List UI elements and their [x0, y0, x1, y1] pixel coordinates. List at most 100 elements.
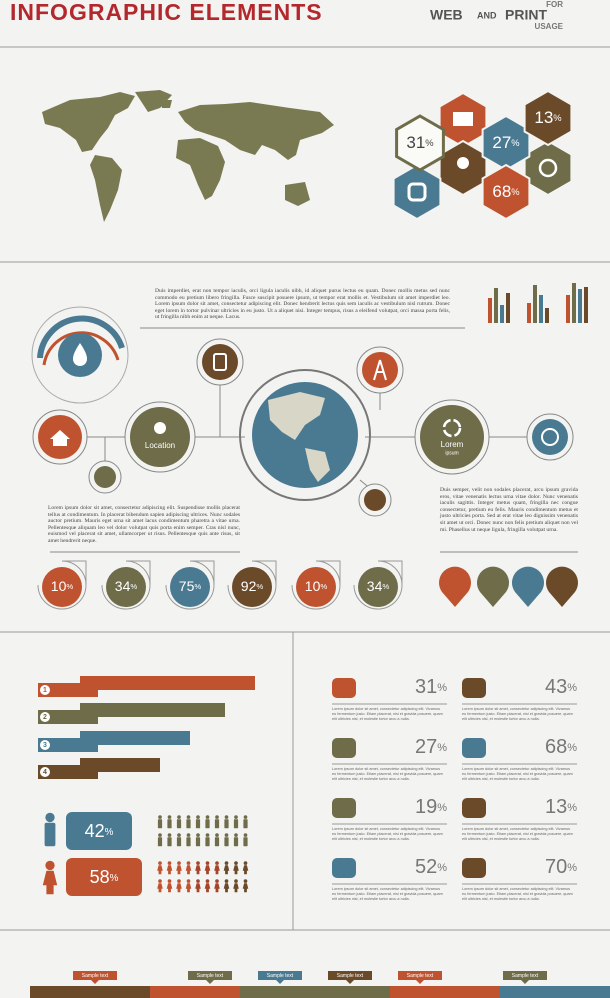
- stat-icon: [462, 678, 486, 698]
- body: [176, 883, 182, 893]
- drop-value: 34%: [115, 578, 138, 594]
- deco-bar: [545, 308, 549, 323]
- unit: %: [320, 582, 327, 591]
- head: [177, 833, 181, 837]
- body: [157, 865, 163, 875]
- stat-text: Lorem ipsum dolor sit amet, consectetur …: [332, 887, 443, 901]
- unit: %: [567, 802, 577, 814]
- drop-value: 34%: [367, 578, 390, 594]
- unit: %: [256, 582, 263, 591]
- timeline-label: Sample text: [512, 973, 539, 979]
- stat-text: Lorem ipsum dolor sit amet, consectetur …: [332, 827, 443, 841]
- stat-icon: [462, 858, 486, 878]
- timeline-pointer: [346, 980, 354, 984]
- head: [243, 879, 248, 883]
- rank-bar: [80, 703, 225, 717]
- body: [204, 865, 211, 875]
- deco-bar: [584, 287, 588, 323]
- number: 34: [115, 578, 131, 594]
- timeline-pointer: [276, 980, 284, 984]
- body: [157, 819, 163, 829]
- number: 31: [406, 133, 425, 152]
- unit: %: [194, 582, 201, 591]
- body: [233, 837, 239, 847]
- deco-bar: [566, 295, 570, 323]
- drop-value: 10%: [305, 578, 328, 594]
- deco-bar: [539, 295, 543, 323]
- unit: %: [567, 742, 577, 754]
- drop: [170, 567, 210, 607]
- head: [243, 861, 248, 865]
- stat-icon: [332, 738, 356, 758]
- stat-value: 68%: [545, 736, 577, 758]
- body: [243, 837, 248, 847]
- timeline-bar-d: [390, 986, 500, 998]
- drop: [296, 567, 336, 607]
- timeline-tab: [188, 971, 232, 980]
- timeline-label: Sample text: [337, 973, 364, 979]
- and: AND: [477, 10, 497, 20]
- drop-frame: [165, 560, 215, 610]
- hexagon: [481, 163, 531, 221]
- paragraph-right: Duis semper, velit non sodales placerat,…: [440, 487, 578, 533]
- rank-number: 3: [43, 742, 47, 749]
- drop-frame: [37, 560, 87, 610]
- drop: [42, 567, 82, 607]
- head: [186, 879, 191, 883]
- head: [215, 879, 219, 883]
- number: 92: [241, 578, 257, 594]
- deco-bar: [578, 289, 582, 323]
- node: [130, 407, 190, 467]
- head: [205, 861, 210, 865]
- stat-text: Lorem ipsum dolor sit amet, consectetur …: [462, 767, 573, 781]
- head: [215, 833, 219, 837]
- deco-bar: [500, 305, 504, 323]
- head: [167, 833, 172, 837]
- timeline-pointer: [521, 980, 529, 984]
- timeline-bar-a: [30, 986, 150, 998]
- rank-number: 2: [43, 714, 47, 721]
- timeline-pointer: [91, 980, 99, 984]
- body: [224, 837, 229, 847]
- node: [364, 489, 386, 511]
- deco-bar: [572, 283, 576, 323]
- stat-value: 31%: [415, 676, 447, 698]
- phone-icon: [213, 353, 227, 371]
- phone-icon: [407, 182, 427, 202]
- deco-bar: [527, 303, 531, 323]
- unit: %: [553, 113, 561, 123]
- body: [176, 837, 182, 847]
- rank-base: [38, 738, 98, 752]
- hexagon: [392, 163, 442, 221]
- timeline-label: Sample text: [267, 973, 294, 979]
- number: 70: [545, 856, 567, 878]
- web: WEB: [430, 7, 463, 23]
- head: [158, 815, 162, 819]
- body: [204, 883, 211, 893]
- number: 52: [415, 856, 437, 878]
- stat-value: 52%: [415, 856, 447, 878]
- world-map: [42, 90, 334, 222]
- head: [224, 815, 229, 819]
- deco-bar: [533, 285, 537, 323]
- for: FOR: [546, 0, 563, 9]
- head: [186, 815, 191, 819]
- timeline-pointer: [206, 980, 214, 984]
- watch-icon: [538, 158, 558, 178]
- usage: USAGE: [535, 22, 564, 31]
- pin: [546, 566, 578, 607]
- timeline-tab: [258, 971, 302, 980]
- node: [532, 419, 568, 455]
- body: [195, 819, 201, 829]
- head: [167, 879, 172, 883]
- number: 43: [545, 676, 567, 698]
- number: 31: [415, 676, 437, 698]
- head: [243, 833, 248, 837]
- timeline-bar-c: [240, 986, 390, 998]
- unit: %: [437, 802, 447, 814]
- body: [167, 837, 172, 847]
- stat-text: Lorem ipsum dolor sit amet, consectetur …: [332, 707, 443, 721]
- number: 10: [305, 578, 321, 594]
- hexagon: [395, 114, 445, 172]
